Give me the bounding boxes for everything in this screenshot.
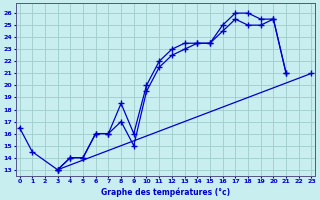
X-axis label: Graphe des températures (°c): Graphe des températures (°c) bbox=[101, 187, 230, 197]
